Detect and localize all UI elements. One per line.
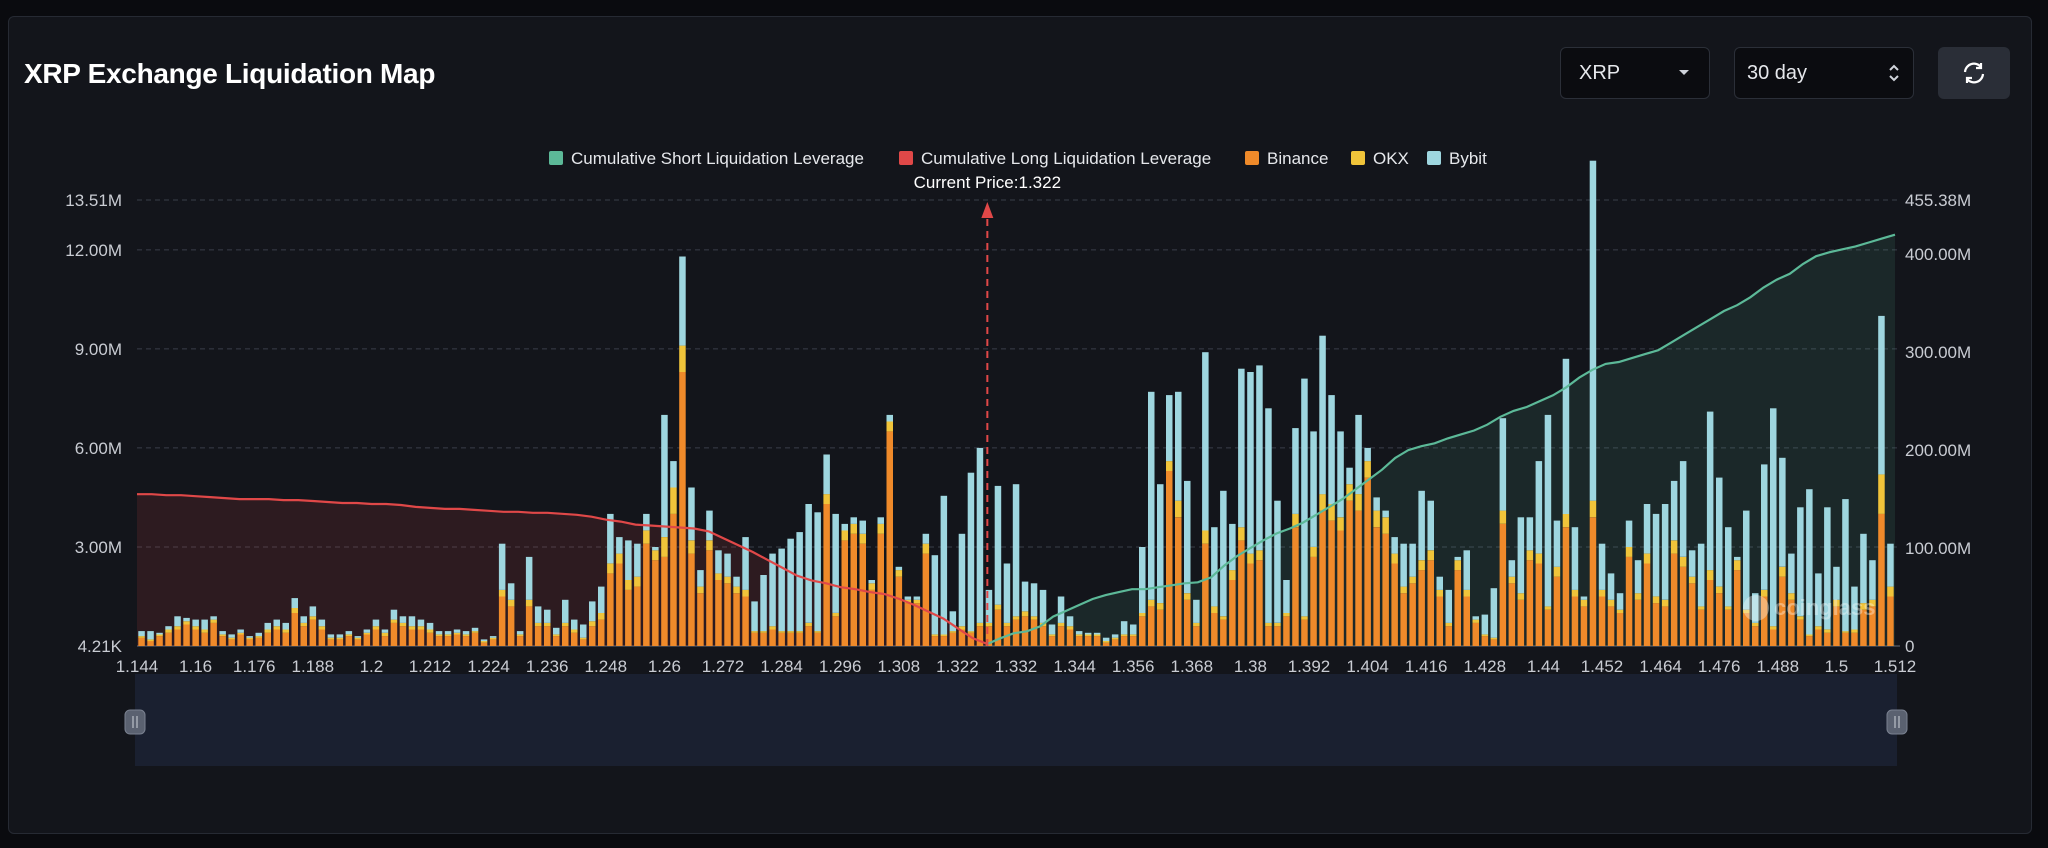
- symbol-select[interactable]: XRP: [1560, 47, 1710, 99]
- range-select-value: 30 day: [1747, 61, 1808, 84]
- chart-card: [8, 16, 2032, 834]
- symbol-select-value: XRP: [1579, 61, 1621, 84]
- page-title: XRP Exchange Liquidation Map: [24, 58, 436, 89]
- refresh-button[interactable]: [1938, 47, 2010, 99]
- caret-down-icon: [1679, 70, 1689, 75]
- refresh-icon: [1963, 62, 1985, 84]
- updown-chevron-icon: [1889, 64, 1899, 82]
- range-select[interactable]: 30 day: [1734, 47, 1914, 99]
